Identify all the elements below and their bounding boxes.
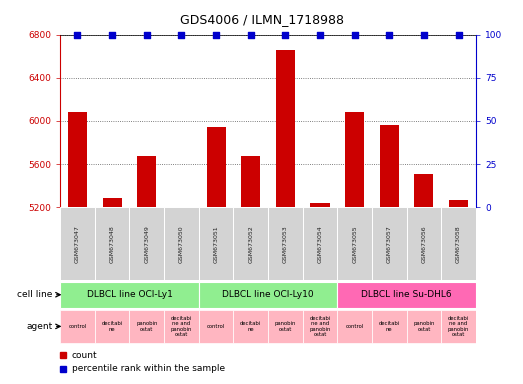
Bar [137,156,156,207]
Bar [372,310,407,343]
Bar [60,282,199,308]
Text: GSM673049: GSM673049 [144,225,149,263]
Bar [441,310,476,343]
Bar [199,310,233,343]
Text: GSM673056: GSM673056 [422,225,426,263]
Bar [199,207,233,280]
Text: control: control [207,324,225,329]
Text: GSM673053: GSM673053 [283,225,288,263]
Point [73,31,82,38]
Point [212,31,220,38]
Bar [129,310,164,343]
Bar [68,113,87,207]
Text: GSM673048: GSM673048 [110,225,115,263]
Point [316,31,324,38]
Bar [60,207,95,280]
Text: panobin
ostat: panobin ostat [136,321,157,332]
Point [246,31,255,38]
Text: panobin
ostat: panobin ostat [275,321,296,332]
Bar [103,198,122,207]
Bar [276,50,295,207]
Point [143,31,151,38]
Text: GDS4006 / ILMN_1718988: GDS4006 / ILMN_1718988 [179,13,344,26]
Point [385,31,393,38]
Bar [345,113,364,207]
Bar [337,207,372,280]
Text: decitabi
ne and
panobin
ostat: decitabi ne and panobin ostat [170,316,192,337]
Text: cell line: cell line [17,290,52,299]
Text: decitabi
ne and
panobin
ostat: decitabi ne and panobin ostat [448,316,469,337]
Point [177,31,186,38]
Bar [414,174,434,207]
Bar [95,207,129,280]
Text: decitabi
ne: decitabi ne [240,321,262,332]
Bar [233,310,268,343]
Text: decitabi
ne and
panobin
ostat: decitabi ne and panobin ostat [309,316,331,337]
Bar [311,203,329,207]
Text: GSM673047: GSM673047 [75,225,80,263]
Text: DLBCL line Su-DHL6: DLBCL line Su-DHL6 [361,290,452,299]
Text: GSM673055: GSM673055 [352,225,357,263]
Bar [303,310,337,343]
Bar [95,310,129,343]
Bar [449,200,468,207]
Text: decitabi
ne: decitabi ne [101,321,123,332]
Text: GSM673051: GSM673051 [213,225,219,263]
Text: panobin
ostat: panobin ostat [413,321,435,332]
Bar [268,310,303,343]
Bar [199,282,337,308]
Point [108,31,116,38]
Text: GSM673057: GSM673057 [387,225,392,263]
Point [350,31,359,38]
Point [454,31,463,38]
Bar [164,310,199,343]
Text: count: count [72,351,97,360]
Bar [129,207,164,280]
Bar [164,207,199,280]
Text: control: control [346,324,364,329]
Text: percentile rank within the sample: percentile rank within the sample [72,364,225,373]
Bar [337,282,476,308]
Text: GSM673054: GSM673054 [317,225,323,263]
Bar [241,156,260,207]
Text: DLBCL line OCI-Ly1: DLBCL line OCI-Ly1 [86,290,173,299]
Bar [372,207,407,280]
Bar [60,310,95,343]
Text: GSM673050: GSM673050 [179,225,184,263]
Bar [268,207,303,280]
Bar [441,207,476,280]
Text: GSM673052: GSM673052 [248,225,253,263]
Text: control: control [69,324,87,329]
Bar [303,207,337,280]
Text: DLBCL line OCI-Ly10: DLBCL line OCI-Ly10 [222,290,314,299]
Bar [380,125,399,207]
Text: GSM673058: GSM673058 [456,225,461,263]
Bar [337,310,372,343]
Bar [207,127,225,207]
Bar [407,207,441,280]
Point [281,31,290,38]
Text: agent: agent [26,322,52,331]
Text: decitabi
ne: decitabi ne [379,321,400,332]
Point [420,31,428,38]
Bar [407,310,441,343]
Bar [233,207,268,280]
